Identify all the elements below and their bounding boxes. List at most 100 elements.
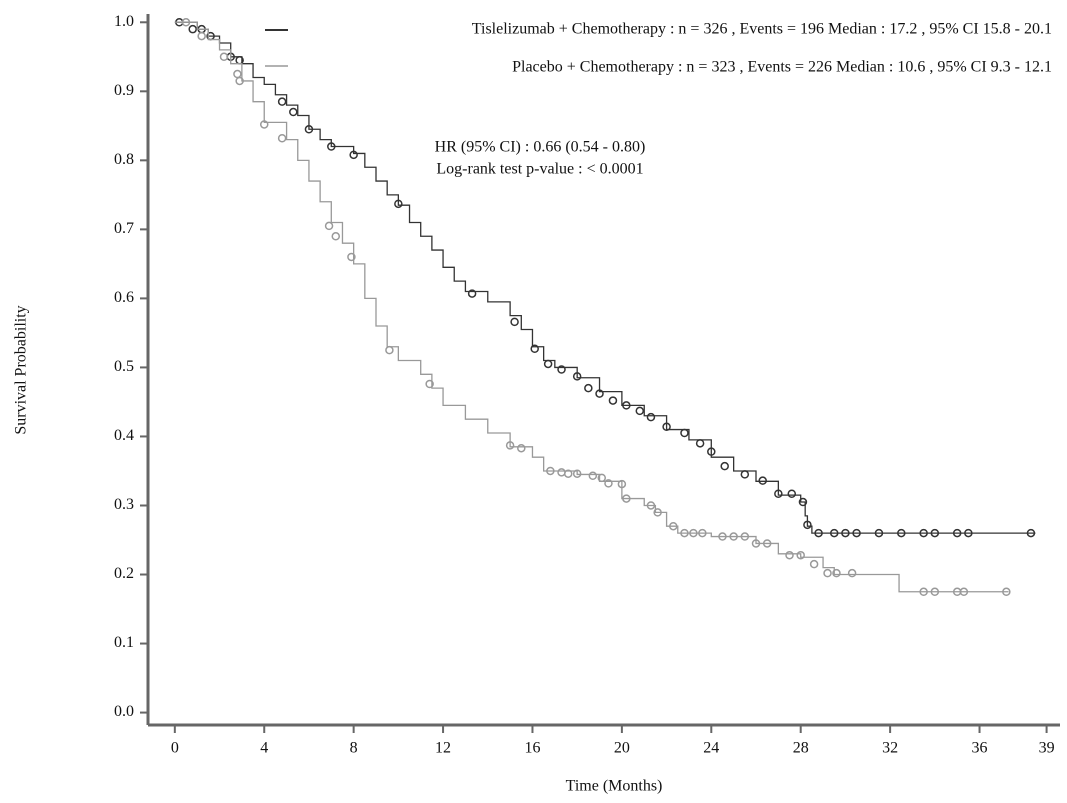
y-tick-label: 0.4 xyxy=(114,427,134,444)
censor-mark xyxy=(197,31,206,41)
x-tick-label: 24 xyxy=(703,740,719,757)
censor-mark xyxy=(695,439,705,448)
censor-mark xyxy=(680,428,689,438)
y-tick-label: 0.0 xyxy=(114,703,134,720)
x-tick-label: 28 xyxy=(793,740,809,757)
censor-mark xyxy=(823,568,832,578)
censor-mark xyxy=(233,69,242,79)
x-tick-label: 0 xyxy=(171,740,179,757)
censor-mark xyxy=(347,252,356,262)
censor-mark xyxy=(829,528,839,538)
censor-mark xyxy=(680,528,689,538)
censor-mark xyxy=(289,107,298,117)
x-tick-label: 32 xyxy=(882,740,898,757)
censor-mark xyxy=(852,528,861,538)
y-tick-label: 0.7 xyxy=(114,220,134,237)
censor-mark xyxy=(707,447,716,456)
censor-mark xyxy=(964,528,973,538)
censor-mark xyxy=(510,317,519,327)
censor-mark xyxy=(653,508,662,517)
censor-mark xyxy=(959,587,969,597)
censor-mark xyxy=(787,489,797,499)
censor-mark xyxy=(324,221,334,231)
censor-mark xyxy=(584,383,593,393)
y-tick-label: 0.9 xyxy=(114,82,134,99)
censor-mark xyxy=(385,345,394,355)
censor-mark xyxy=(259,120,269,129)
censor-mark xyxy=(394,199,403,209)
censor-mark xyxy=(669,521,678,531)
y-axis-title: Survival Probability xyxy=(13,305,30,434)
legend-entry: Placebo + Chemotherapy : n = 323 , Event… xyxy=(512,59,1052,76)
censor-mark xyxy=(930,528,940,538)
censor-mark xyxy=(1002,587,1011,597)
x-tick-label: 39 xyxy=(1039,740,1055,757)
censor-mark xyxy=(803,520,812,530)
censor-mark xyxy=(952,528,962,538)
x-axis-title: Time (Months) xyxy=(566,778,663,795)
censor-mark xyxy=(563,469,573,478)
censor-mark xyxy=(919,587,928,597)
y-tick-label: 1.0 xyxy=(114,13,134,30)
y-tick-label: 0.5 xyxy=(114,358,134,375)
censor-mark xyxy=(277,134,287,143)
censor-mark xyxy=(785,550,794,560)
censor-mark xyxy=(425,379,434,389)
censor-mark xyxy=(720,461,729,471)
censor-mark xyxy=(798,497,808,507)
x-tick-label: 16 xyxy=(524,740,540,757)
censor-mark xyxy=(740,470,750,479)
x-tick-label: 4 xyxy=(260,740,268,757)
y-tick-label: 0.3 xyxy=(114,496,134,513)
censor-mark xyxy=(597,473,607,483)
x-tick-label: 36 xyxy=(972,740,988,757)
censor-mark xyxy=(841,528,850,538)
censor-mark xyxy=(557,365,566,374)
censor-mark xyxy=(718,532,727,541)
censor-mark xyxy=(662,422,671,432)
censor-mark xyxy=(604,479,613,488)
censor-mark xyxy=(546,466,555,476)
censor-mark xyxy=(467,289,477,298)
censor-mark xyxy=(698,528,707,538)
x-tick-label: 12 xyxy=(435,740,451,757)
censor-mark xyxy=(557,468,566,477)
censor-mark xyxy=(517,443,526,453)
censor-mark xyxy=(751,539,761,548)
censor-mark xyxy=(277,97,287,106)
y-tick-label: 0.6 xyxy=(114,289,134,306)
censor-mark xyxy=(689,528,698,538)
censor-mark xyxy=(349,150,358,160)
censor-mark xyxy=(572,469,582,478)
y-tick-label: 0.1 xyxy=(114,634,134,651)
censor-mark xyxy=(740,532,750,541)
censor-mark xyxy=(505,441,515,450)
censor-mark xyxy=(622,494,631,503)
censor-mark xyxy=(181,18,191,27)
censor-mark xyxy=(188,24,197,34)
censor-mark xyxy=(774,489,783,499)
censor-mark xyxy=(832,568,841,578)
censor-mark xyxy=(809,559,819,569)
censor-mark xyxy=(235,76,244,86)
annotation: HR (95% CI) : 0.66 (0.54 - 0.80) xyxy=(435,139,646,156)
censor-mark xyxy=(1026,528,1036,538)
legend-entry: Tislelizumab + Chemotherapy : n = 326 , … xyxy=(472,21,1052,38)
censor-mark xyxy=(814,528,823,538)
survival-curve xyxy=(174,21,1036,534)
annotation: Log-rank test p-value : < 0.0001 xyxy=(436,161,643,178)
censor-mark xyxy=(847,568,857,578)
censor-mark xyxy=(595,389,604,398)
censor-mark xyxy=(622,401,631,410)
censor-mark xyxy=(930,587,940,597)
x-tick-label: 8 xyxy=(350,740,358,757)
censor-mark xyxy=(646,412,656,422)
censor-mark xyxy=(729,532,738,541)
y-tick-label: 0.8 xyxy=(114,151,134,168)
censor-mark xyxy=(762,539,772,548)
censor-mark xyxy=(919,528,928,538)
survival-curve xyxy=(174,21,1009,593)
censor-mark xyxy=(543,359,553,369)
censor-mark xyxy=(874,528,884,538)
